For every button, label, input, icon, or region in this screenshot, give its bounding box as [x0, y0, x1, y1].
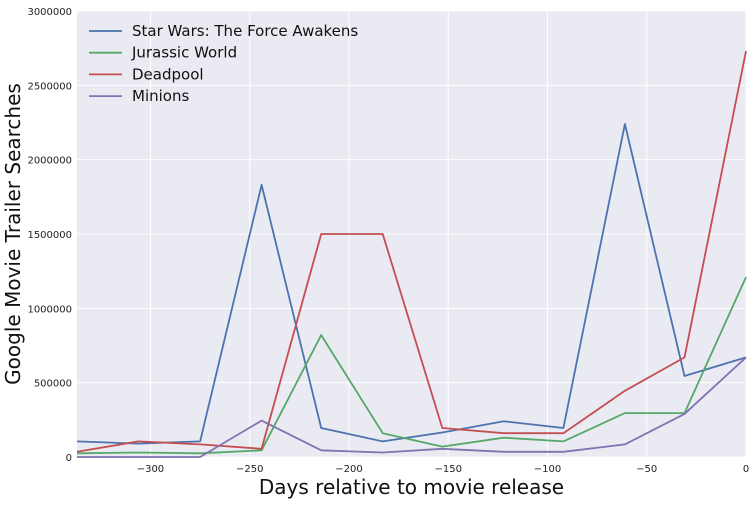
legend-label: Star Wars: The Force Awakens: [132, 22, 358, 40]
series-line: [76, 50, 747, 453]
x-tick-label: −150: [434, 464, 461, 475]
x-tick-label: 0: [743, 464, 749, 475]
y-tick-label: 0: [66, 453, 72, 464]
y-tick-label: 1000000: [27, 304, 72, 315]
y-tick-label: 2500000: [27, 81, 72, 92]
x-axis-label: Days relative to movie release: [259, 475, 564, 499]
series-lines: [76, 50, 747, 458]
tick-labels: −300 −250 −200 −150 −100 −50 0 0 500000 1000000 15…: [27, 7, 749, 475]
series-line: [76, 276, 747, 455]
y-tick-label: 1500000: [27, 230, 72, 241]
legend-label: Minions: [132, 87, 189, 105]
x-tick-label: −100: [534, 464, 561, 475]
x-tick-label: −200: [335, 464, 362, 475]
x-tick-label: −50: [636, 464, 657, 475]
y-tick-label: 2000000: [27, 156, 72, 167]
legend: Star Wars: The Force Awakens Jurassic Wor…: [89, 22, 358, 105]
legend-label: Deadpool: [132, 65, 204, 83]
series-line: [77, 356, 747, 458]
series-line: [76, 123, 747, 445]
y-tick-label: 500000: [34, 379, 72, 390]
x-tick-label: −250: [236, 464, 263, 475]
legend-label: Jurassic World: [131, 44, 237, 62]
x-tick-label: −300: [137, 464, 164, 475]
y-tick-label: 3000000: [27, 7, 72, 18]
y-axis-label: Google Movie Trailer Searches: [1, 83, 25, 385]
